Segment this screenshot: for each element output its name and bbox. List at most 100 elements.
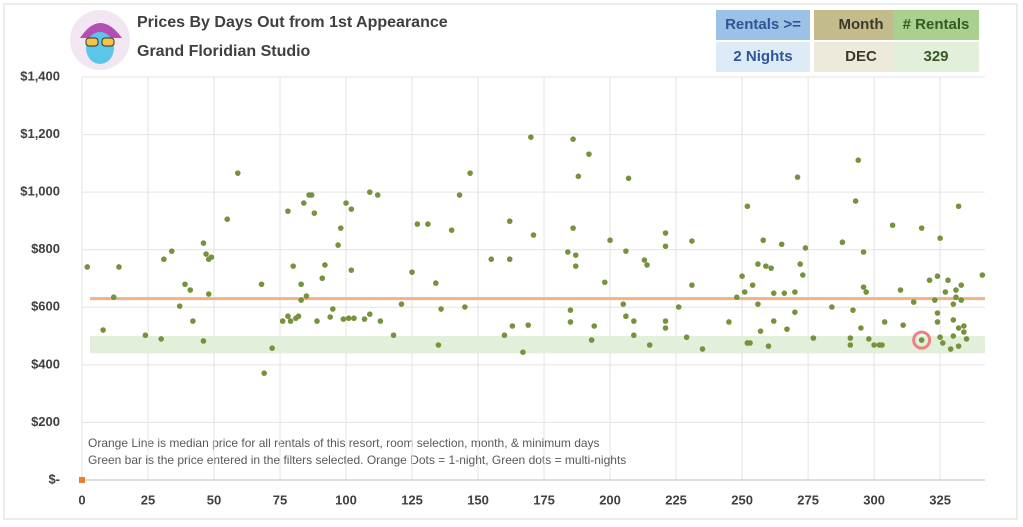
point xyxy=(662,318,669,324)
point xyxy=(100,327,106,333)
chart-title: Prices By Days Out from 1st Appearance xyxy=(137,14,448,31)
point xyxy=(588,337,595,343)
point xyxy=(726,319,732,325)
point xyxy=(955,343,962,349)
x-tick-label: 275 xyxy=(797,492,819,507)
point xyxy=(963,336,970,342)
point xyxy=(79,477,85,483)
point xyxy=(958,282,965,288)
point xyxy=(182,281,188,288)
point xyxy=(187,287,194,293)
point xyxy=(747,340,753,346)
point xyxy=(897,287,904,293)
point xyxy=(926,277,933,284)
y-tick-label: $- xyxy=(48,471,60,486)
point xyxy=(934,319,941,325)
point xyxy=(575,173,582,180)
point xyxy=(770,318,777,324)
filter: Month DEC xyxy=(814,10,908,72)
point xyxy=(792,289,798,295)
point xyxy=(224,216,231,223)
x-tick-label: 150 xyxy=(467,492,489,507)
x-tick-label: 300 xyxy=(863,492,885,507)
point xyxy=(330,306,336,312)
point xyxy=(829,304,835,310)
point xyxy=(501,332,508,339)
point xyxy=(866,336,872,342)
point xyxy=(871,342,877,348)
point xyxy=(739,273,745,279)
point xyxy=(234,170,241,176)
point xyxy=(285,313,291,320)
point xyxy=(662,243,669,250)
point xyxy=(955,203,962,210)
logo xyxy=(70,10,130,70)
point xyxy=(290,263,297,269)
x-tick-label: 325 xyxy=(929,492,951,507)
point xyxy=(800,272,806,278)
point xyxy=(755,261,761,267)
point xyxy=(335,242,341,248)
point xyxy=(950,333,957,339)
point xyxy=(607,237,613,244)
point xyxy=(295,313,302,320)
point xyxy=(205,291,212,297)
point xyxy=(961,323,967,329)
point xyxy=(847,342,854,348)
point xyxy=(414,221,421,227)
point xyxy=(190,318,196,324)
point xyxy=(327,314,333,320)
chart-subtitle: Grand Floridian Studio xyxy=(137,43,311,60)
point xyxy=(208,254,215,260)
point xyxy=(860,249,867,255)
point xyxy=(530,232,537,238)
point xyxy=(298,281,304,288)
point xyxy=(601,279,608,286)
point xyxy=(765,343,772,349)
point xyxy=(623,248,629,254)
filter-value[interactable]: DEC xyxy=(814,42,908,72)
point xyxy=(438,306,444,312)
point xyxy=(947,346,954,352)
point xyxy=(802,245,809,251)
point xyxy=(586,151,592,157)
point xyxy=(506,256,513,263)
point xyxy=(366,311,373,317)
point xyxy=(348,206,355,212)
point xyxy=(768,265,774,271)
x-tick-label: 225 xyxy=(665,492,687,507)
y-tick-label: $1,200 xyxy=(20,126,60,141)
x-tick-label: 125 xyxy=(401,492,423,507)
point xyxy=(308,192,315,198)
filter-value[interactable]: 2 Nights xyxy=(716,42,810,72)
point xyxy=(757,328,764,334)
point xyxy=(763,263,769,269)
point xyxy=(448,227,455,233)
point xyxy=(879,342,885,348)
point xyxy=(337,225,344,231)
point xyxy=(953,294,959,301)
point xyxy=(631,318,637,324)
point xyxy=(797,261,803,267)
point xyxy=(366,189,373,195)
point xyxy=(572,252,579,258)
point xyxy=(950,317,957,323)
point xyxy=(958,297,965,303)
point xyxy=(644,262,650,268)
point xyxy=(462,304,468,310)
point xyxy=(950,301,957,307)
point xyxy=(631,332,637,339)
point xyxy=(675,304,682,310)
point xyxy=(755,301,761,307)
highlight-ring xyxy=(912,330,932,350)
point xyxy=(398,301,405,307)
point xyxy=(433,280,439,286)
point xyxy=(110,294,117,301)
point xyxy=(348,267,355,273)
point xyxy=(200,240,207,246)
point xyxy=(565,249,571,255)
point xyxy=(168,248,175,254)
point xyxy=(203,251,209,257)
point xyxy=(390,332,397,339)
